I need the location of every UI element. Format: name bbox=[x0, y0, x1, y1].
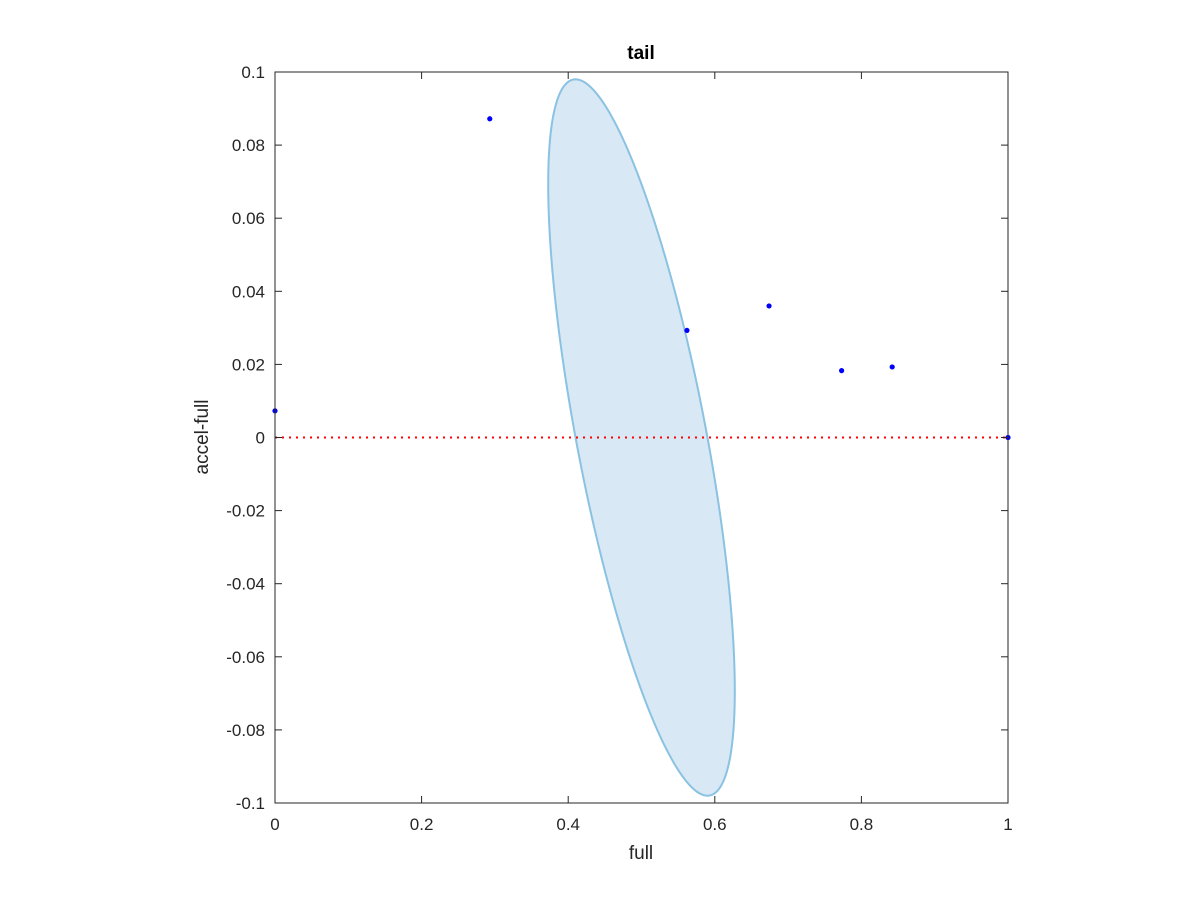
x-axis-ticks: 0 0.2 0.4 0.6 0.8 1 bbox=[270, 72, 1013, 834]
data-point bbox=[766, 303, 772, 309]
y-tick-label: 0.02 bbox=[232, 355, 265, 374]
y-tick-label: 0.1 bbox=[241, 63, 265, 82]
ellipse-region-layer bbox=[547, 78, 736, 797]
data-point bbox=[889, 364, 895, 370]
y-tick-label: -0.06 bbox=[226, 648, 265, 667]
x-tick-label: 0.6 bbox=[703, 815, 727, 834]
data-point bbox=[487, 116, 493, 122]
data-point bbox=[684, 327, 690, 334]
y-tick-label: 0.04 bbox=[232, 282, 265, 301]
y-axis-label: accel-full bbox=[192, 400, 213, 475]
ellipse-region bbox=[547, 78, 736, 797]
y-axis-ticks: -0.1 -0.08 -0.06 -0.04 -0.02 0 0.02 0.04 0.06 0.0… bbox=[226, 63, 1008, 813]
y-tick-label: -0.04 bbox=[226, 575, 265, 594]
y-tick-label: 0.08 bbox=[232, 136, 265, 155]
x-tick-label: 0.2 bbox=[410, 815, 434, 834]
chart-title: tail bbox=[627, 43, 654, 64]
y-tick-label: 0 bbox=[256, 429, 265, 448]
y-tick-label: -0.02 bbox=[226, 502, 265, 521]
x-tick-label: 1 bbox=[1003, 815, 1012, 834]
x-tick-label: 0 bbox=[270, 815, 279, 834]
data-point bbox=[839, 368, 845, 374]
x-tick-label: 0.8 bbox=[850, 815, 874, 834]
y-tick-label: -0.08 bbox=[226, 721, 265, 740]
x-axis-label: full bbox=[629, 843, 653, 864]
y-tick-label: 0.06 bbox=[232, 209, 265, 228]
y-tick-label: -0.1 bbox=[236, 794, 265, 813]
x-tick-label: 0.4 bbox=[556, 815, 580, 834]
